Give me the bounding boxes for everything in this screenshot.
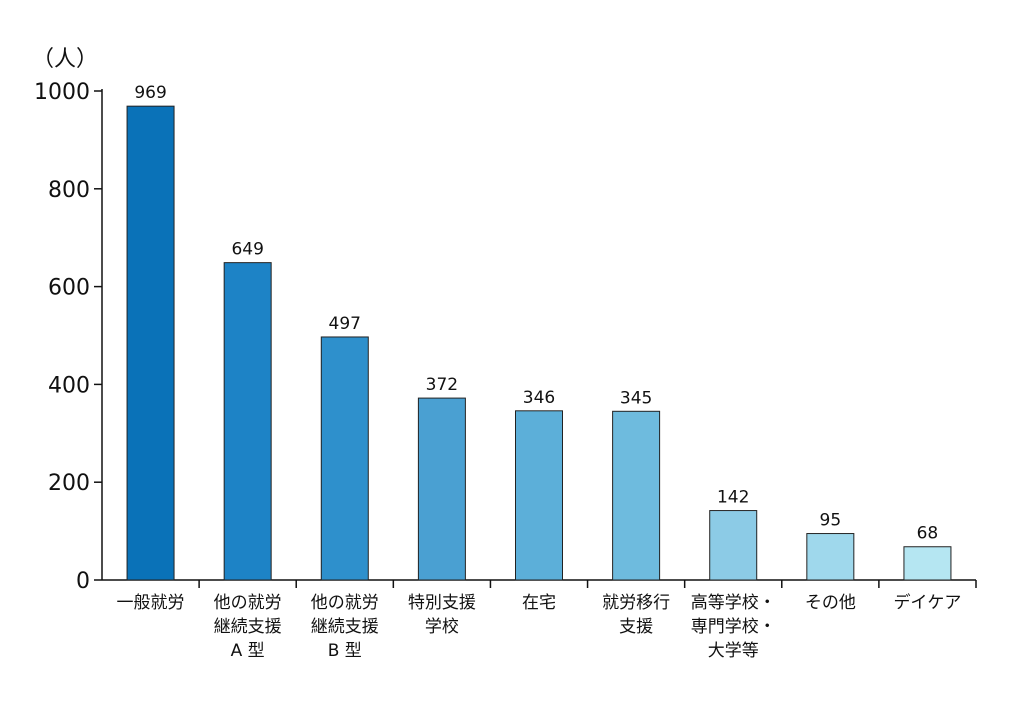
category-label: 他の就労 (214, 593, 282, 613)
bar (223, 262, 272, 581)
category-label: 就労移行 (602, 593, 670, 613)
category-label: 継続支援 (311, 617, 379, 637)
data-label: 969 (134, 83, 166, 103)
category-label: 継続支援 (214, 617, 282, 637)
category-label: B 型 (328, 641, 362, 661)
category-label: A 型 (231, 641, 265, 661)
bar (806, 533, 855, 581)
bar (903, 546, 952, 581)
y-tick-label: 0 (76, 569, 90, 594)
y-tick-label: 600 (48, 276, 90, 301)
category-label: 支援 (619, 617, 653, 637)
data-label: 346 (523, 388, 555, 408)
y-tick-label: 200 (48, 471, 90, 496)
bar (709, 510, 758, 581)
y-axis-unit-label: （人） (32, 47, 98, 72)
y-tick-label: 1000 (34, 80, 90, 105)
data-label: 68 (917, 524, 939, 544)
bar (320, 336, 369, 581)
bar (417, 397, 466, 581)
y-axis: 0 200 400 600 800 1000 (34, 80, 103, 594)
bar (515, 410, 563, 581)
data-label: 372 (426, 375, 458, 395)
bar (126, 105, 175, 581)
data-label: 95 (820, 511, 842, 531)
category-label: 在宅 (522, 593, 556, 613)
y-tick-label: 400 (48, 373, 90, 398)
y-tick-label: 800 (48, 178, 90, 203)
bar-series (126, 105, 952, 581)
category-label: デイケア (893, 592, 961, 613)
data-label: 497 (329, 314, 361, 334)
category-label: 大学等 (708, 641, 759, 661)
data-label: 345 (620, 388, 652, 408)
category-label: 学校 (425, 617, 459, 637)
bar (612, 410, 661, 581)
data-label: 649 (231, 240, 263, 260)
x-axis (102, 579, 977, 588)
data-label: 142 (717, 488, 749, 508)
category-label: 他の就労 (311, 593, 379, 613)
data-labels: 969 649 497 372 346 345 142 95 68 (134, 83, 938, 544)
category-label: 特別支援 (408, 593, 476, 613)
category-label: その他 (805, 593, 856, 613)
category-label: 高等学校・ (691, 593, 776, 613)
category-label: 一般就労 (117, 593, 185, 613)
category-label: 専門学校・ (691, 617, 776, 637)
